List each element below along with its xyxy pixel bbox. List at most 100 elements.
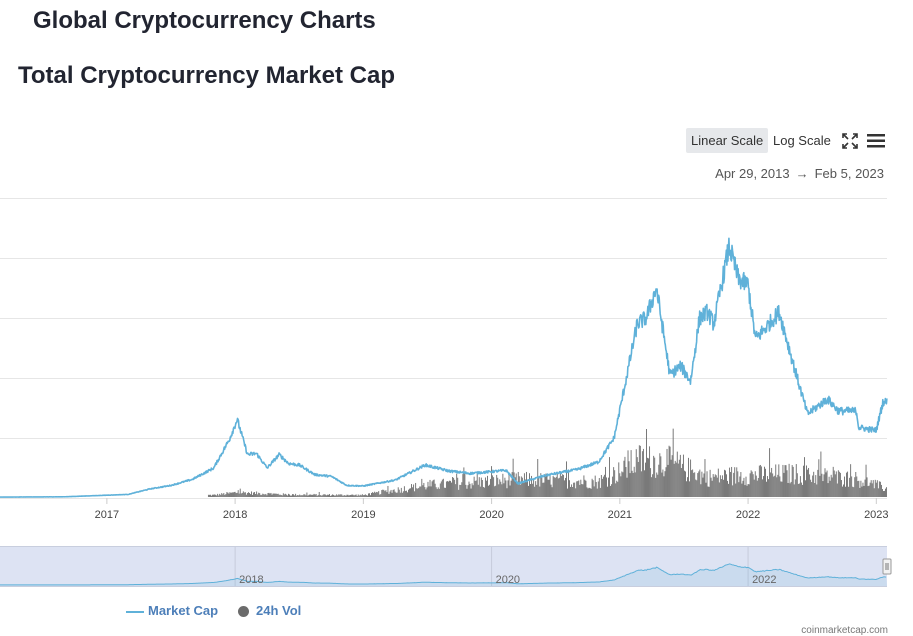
volume-bar [602,476,604,497]
volume-bar [648,458,649,497]
volume-bar [273,493,275,497]
volume-bar [650,468,652,497]
volume-bar [825,472,827,497]
volume-bar [322,494,324,497]
volume-bar [885,488,886,497]
date-range-start[interactable]: Apr 29, 2013 [715,166,790,181]
volume-bar [595,482,597,497]
volume-bar [721,475,723,497]
volume-bar [544,474,546,497]
menu-icon[interactable] [866,131,886,151]
volume-bar [477,484,479,497]
volume-bar [454,479,456,497]
legend-market-cap[interactable]: Market Cap [126,603,218,618]
volume-bar [589,488,591,497]
navigator[interactable]: 2018 2020 2022 [0,546,913,588]
volume-bar [457,477,459,497]
volume-bar [818,459,820,497]
volume-bar [543,482,545,497]
volume-bar [430,486,432,497]
legend-market-cap-label: Market Cap [148,603,219,618]
volume-bar [844,476,845,497]
volume-bar [714,474,716,497]
volume-bar [668,445,670,497]
volume-bar [442,478,444,497]
volume-bar [516,482,518,497]
volume-bar [711,480,713,497]
volume-bar [706,471,708,497]
volume-bar [813,471,815,497]
x-tick-label: 2021 [608,509,632,521]
volume-bar [794,479,796,497]
volume-bar [555,476,557,497]
volume-bar [510,480,512,497]
volume-bar [548,479,550,497]
volume-bar [292,494,293,497]
volume-bar [420,486,422,497]
volume-bar [295,493,297,497]
volume-bar [483,487,485,497]
volume-bar [739,476,741,497]
volume-bar [219,493,221,497]
navigator-handle-right[interactable] [882,558,892,575]
x-tick-label: 2020 [479,509,503,521]
volume-bar [520,476,522,497]
volume-bar [414,491,416,497]
volume-bar [790,481,792,497]
volume-bar [566,461,567,497]
volume-bar [575,488,577,497]
volume-bar [285,494,287,497]
volume-bar [667,464,669,497]
volume-bar [355,494,357,497]
volume-bar [423,482,425,497]
volume-bar [340,494,342,497]
fullscreen-icon[interactable] [840,131,860,151]
volume-bar [313,493,315,497]
credit-text[interactable]: coinmarketcap.com [801,625,888,636]
market-cap-chart[interactable]: 2017 2018 2019 2020 2021 2022 2023 [0,190,913,525]
log-scale-button[interactable]: Log Scale [773,133,831,148]
volume-bar [736,467,738,497]
volume-bar [680,468,682,497]
volume-bar [837,470,839,497]
volume-bar [389,491,391,497]
volume-bar [732,485,734,497]
volume-bar [419,486,421,497]
volume-bar [734,467,736,497]
volume-bar [883,491,884,497]
volume-bar [779,476,781,497]
volume-bar [348,495,350,497]
volume-bar [279,494,281,497]
volume-bar [444,487,446,497]
legend-line-swatch [126,610,144,613]
volume-bar [447,481,448,497]
volume-bar [218,495,220,497]
volume-bar [757,477,759,497]
volume-bar [863,485,865,497]
volume-bar [441,479,443,497]
volume-bar [638,445,640,497]
volume-bar [764,466,765,497]
volume-bar [426,487,428,497]
volume-bar [332,494,333,497]
volume-bar [760,466,762,497]
volume-bar [495,485,497,497]
date-range[interactable]: Apr 29, 2013 → Feb 5, 2023 [715,166,884,181]
legend-volume[interactable]: 24h Vol [238,603,301,618]
volume-bar [577,481,579,497]
volume-bar [867,486,869,497]
volume-bar [838,471,840,497]
volume-bar [659,453,661,497]
volume-bar [505,480,507,497]
linear-scale-button[interactable]: Linear Scale [686,128,769,153]
volume-bar [384,491,386,497]
volume-bar [571,484,573,497]
volume-bar [852,486,854,497]
volume-bar [397,487,399,497]
volume-bar [570,486,572,497]
volume-bar [865,464,867,497]
date-range-end[interactable]: Feb 5, 2023 [814,166,884,181]
volume-bar [436,489,438,497]
volume-bar [572,487,574,497]
volume-bar [823,474,825,497]
